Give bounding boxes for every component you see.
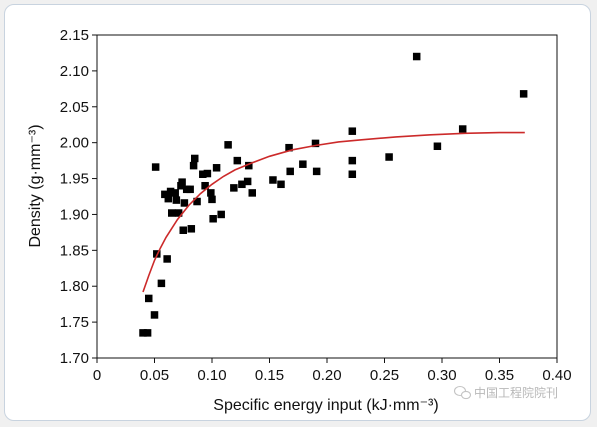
watermark: 中国工程院院刊: [453, 385, 558, 400]
chart-frame: [4, 4, 591, 421]
y-tick-label: 1.85: [60, 242, 89, 259]
data-point: [299, 160, 307, 168]
data-point: [189, 161, 198, 170]
data-point: [348, 170, 357, 178]
data-point: [172, 196, 181, 204]
data-point: [193, 197, 201, 206]
x-tick-label: 0: [93, 367, 101, 384]
y-axis-ticks: 1.70 1.75 1.80 1.85 1.90 1.95 2.00 2.05 2.10 2.15: [60, 27, 97, 367]
x-tick-label: 0.15: [255, 367, 284, 384]
data-point: [178, 178, 186, 186]
y-tick-label: 1.90: [60, 206, 89, 223]
data-point: [269, 176, 277, 184]
x-tick-label: 0.30: [427, 367, 456, 384]
data-point: [209, 215, 217, 223]
fit-curve: [142, 131, 525, 293]
data-point: [168, 209, 176, 217]
x-axis-label: Specific energy input (kJ·mm⁻³): [213, 397, 438, 414]
data-point: [207, 189, 215, 197]
y-tick-label: 2.10: [60, 63, 89, 80]
data-point: [187, 225, 196, 233]
data-point: [385, 153, 393, 161]
x-tick-label: 0.20: [312, 367, 341, 384]
data-point: [161, 190, 169, 199]
data-point: [171, 189, 179, 197]
data-point: [150, 311, 159, 319]
data-point: [248, 189, 256, 197]
data-point: [191, 154, 199, 163]
x-tick-label: 0.40: [542, 367, 571, 384]
data-point: [208, 195, 216, 204]
data-point: [458, 125, 467, 133]
data-point: [277, 180, 285, 189]
data-point: [186, 185, 194, 194]
data-point: [519, 90, 528, 98]
data-point: [145, 294, 153, 303]
y-tick-label: 2.00: [60, 135, 89, 152]
x-axis-ticks: 0 0.05 0.10 0.15 0.20 0.25 0.30 0.35 0.40: [93, 358, 572, 384]
data-point: [433, 142, 442, 151]
data-point: [230, 184, 238, 192]
y-tick-label: 2.15: [60, 27, 89, 44]
data-point: [166, 187, 175, 196]
data-point: [199, 170, 207, 178]
data-point: [348, 156, 357, 165]
data-point: [212, 164, 221, 172]
data-point: [243, 177, 252, 186]
data-point: [348, 127, 357, 135]
data-point: [245, 161, 253, 170]
data-point: [286, 167, 294, 176]
data-point: [151, 163, 160, 171]
data-point: [312, 167, 321, 176]
watermark-text: 中国工程院院刊: [474, 385, 558, 400]
data-point: [238, 180, 246, 189]
data-point: [224, 141, 232, 149]
data-point: [139, 329, 147, 337]
y-tick-label: 1.70: [60, 350, 89, 367]
data-point: [217, 210, 225, 219]
data-point: [180, 199, 189, 207]
data-point: [233, 156, 242, 165]
data-point: [203, 169, 212, 178]
data-point: [179, 226, 187, 234]
x-tick-label: 0.25: [370, 367, 399, 384]
data-point: [311, 139, 320, 148]
x-tick-label: 0.10: [197, 367, 226, 384]
x-tick-label: 0.35: [485, 367, 514, 384]
data-point: [143, 329, 152, 337]
x-tick-label: 0.05: [140, 367, 169, 384]
data-point: [174, 209, 183, 217]
y-tick-label: 1.95: [60, 171, 89, 188]
wechat-icon: [453, 385, 472, 400]
data-point: [157, 279, 166, 288]
y-tick-label: 2.05: [60, 99, 89, 116]
data-point: [285, 143, 293, 152]
data-point: [164, 194, 173, 203]
y-axis-label: Density (g·mm⁻³): [27, 124, 44, 247]
data-points: [139, 52, 528, 337]
data-point: [163, 255, 171, 263]
data-point: [412, 52, 421, 61]
y-tick-label: 1.80: [60, 278, 89, 295]
y-tick-label: 1.75: [60, 314, 89, 331]
data-point: [201, 181, 209, 190]
